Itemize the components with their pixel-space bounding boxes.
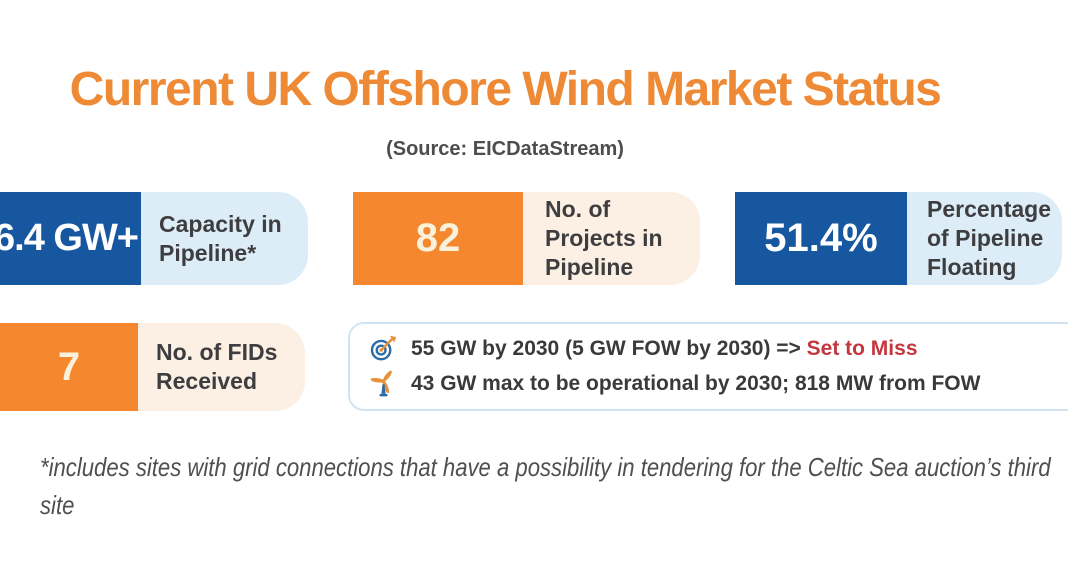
stat-card-capacity-in-pipeline: 6.4 GW+ Capacity in Pipeline* (0, 192, 308, 285)
targets-callout-box: 55 GW by 2030 (5 GW FOW by 2030) => Set … (348, 322, 1068, 411)
callout-text: 43 GW max to be operational by 2030; 818… (411, 371, 981, 395)
wind-turbine-icon (370, 369, 397, 398)
stat-value: 6.4 GW+ (0, 192, 141, 285)
stat-card-fids-received: 7 No. of FIDs Received (0, 323, 305, 411)
target-dart-icon (370, 335, 397, 362)
stat-label: No. of Projects in Pipeline (523, 192, 700, 285)
footnote-container: *includes sites with grid connections th… (40, 448, 1068, 524)
stat-value: 51.4% (735, 192, 907, 285)
footnote-text: *includes sites with grid connections th… (40, 452, 1051, 520)
stat-value: 82 (353, 192, 523, 285)
callout-line-target: 55 GW by 2030 (5 GW FOW by 2030) => Set … (370, 335, 1068, 362)
callout-text: 55 GW by 2030 (5 GW FOW by 2030) => Set … (411, 336, 918, 360)
page-title: Current UK Offshore Wind Market Status (69, 63, 942, 116)
stat-card-pipeline-floating: 51.4% Percentage of Pipeline Floating (735, 192, 1062, 285)
set-to-miss-highlight: Set to Miss (806, 336, 918, 360)
source-caption: (Source: EICDataStream) (386, 138, 624, 160)
stat-label: No. of FIDs Received (138, 323, 305, 411)
stat-card-projects-in-pipeline: 82 No. of Projects in Pipeline (353, 192, 700, 285)
stat-value: 7 (0, 323, 138, 411)
stat-label: Capacity in Pipeline* (141, 192, 308, 285)
stat-label: Percentage of Pipeline Floating (907, 192, 1062, 285)
callout-line-operational: 43 GW max to be operational by 2030; 818… (370, 369, 1068, 398)
